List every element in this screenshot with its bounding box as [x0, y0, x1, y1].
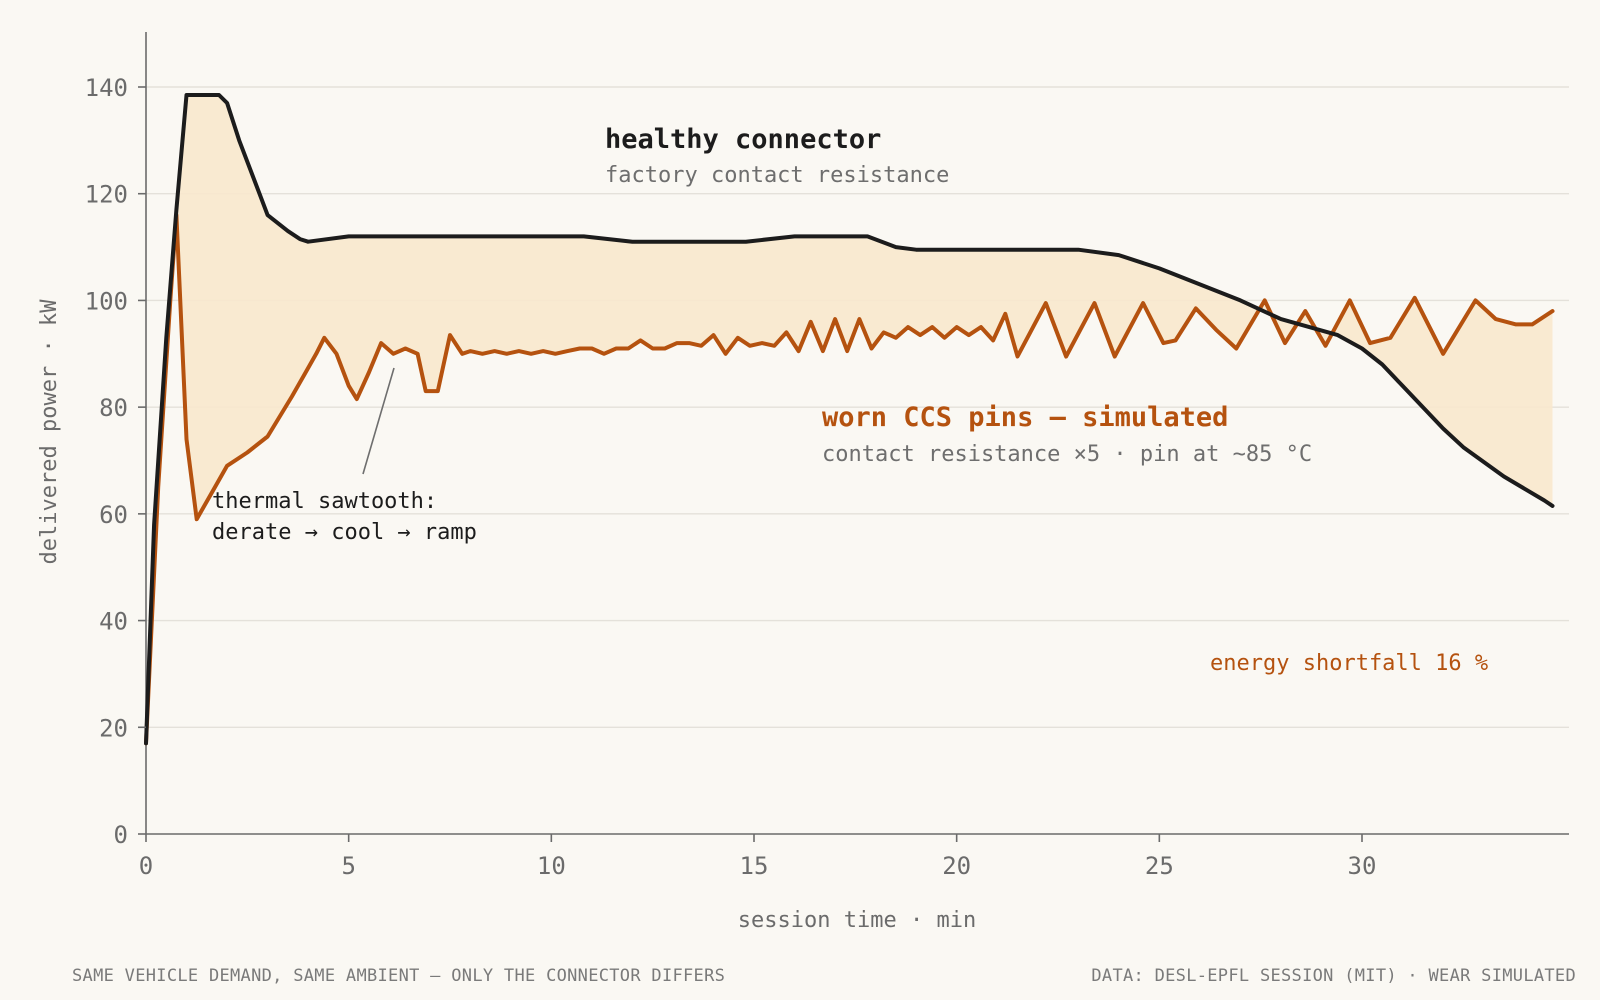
sawtooth-pointer-line [362, 367, 395, 475]
x-tick-label-0: 0 [139, 852, 153, 880]
y-tick-label-40: 40 [99, 608, 128, 636]
y-tick-label-100: 100 [85, 287, 128, 315]
y-tick-label-80: 80 [99, 394, 128, 422]
healthy-series-subtitle: factory contact resistance [605, 163, 949, 188]
worn-series-label: worn CCS pins — simulated [822, 402, 1228, 433]
energy-shortfall-label: energy shortfall 16 % [1210, 651, 1488, 676]
y-tick-label-120: 120 [85, 181, 128, 209]
footer-left-note: SAME VEHICLE DEMAND, SAME AMBIENT — ONLY… [72, 966, 725, 986]
x-tick-label-25: 25 [1145, 852, 1174, 880]
worn-pins-line [144, 213, 1555, 746]
x-tick-label-5: 5 [341, 852, 355, 880]
y-tick-label-0: 0 [114, 821, 128, 849]
healthy-series-label: healthy connector [605, 124, 881, 155]
sawtooth-annotation-line1: thermal sawtooth: [212, 489, 437, 514]
y-tick-label-60: 60 [99, 501, 128, 529]
x-tick-label-20: 20 [942, 852, 971, 880]
tick-labels: 0 20 40 60 80 100 120 140 0 5 10 15 20 25 30 [85, 74, 1377, 880]
x-axis-title: session time · min [738, 908, 976, 933]
energy-gap-fill [146, 95, 1553, 744]
footer-right-credit: DATA: DESL-EPFL SESSION (MIT) · WEAR SIM… [1091, 966, 1576, 986]
y-axis-title: delivered power · kW [37, 299, 62, 565]
x-tick-label-15: 15 [740, 852, 769, 880]
x-tick-label-30: 30 [1348, 852, 1377, 880]
healthy-connector-line [144, 93, 1555, 746]
series-lines [144, 93, 1555, 746]
worn-series-subtitle: contact resistance ×5 · pin at ~85 °C [822, 442, 1312, 467]
y-tick-label-140: 140 [85, 74, 128, 102]
sawtooth-annotation-line2: derate → cool → ramp [212, 520, 477, 545]
x-tick-label-10: 10 [537, 852, 566, 880]
y-tick-label-20: 20 [99, 714, 128, 742]
